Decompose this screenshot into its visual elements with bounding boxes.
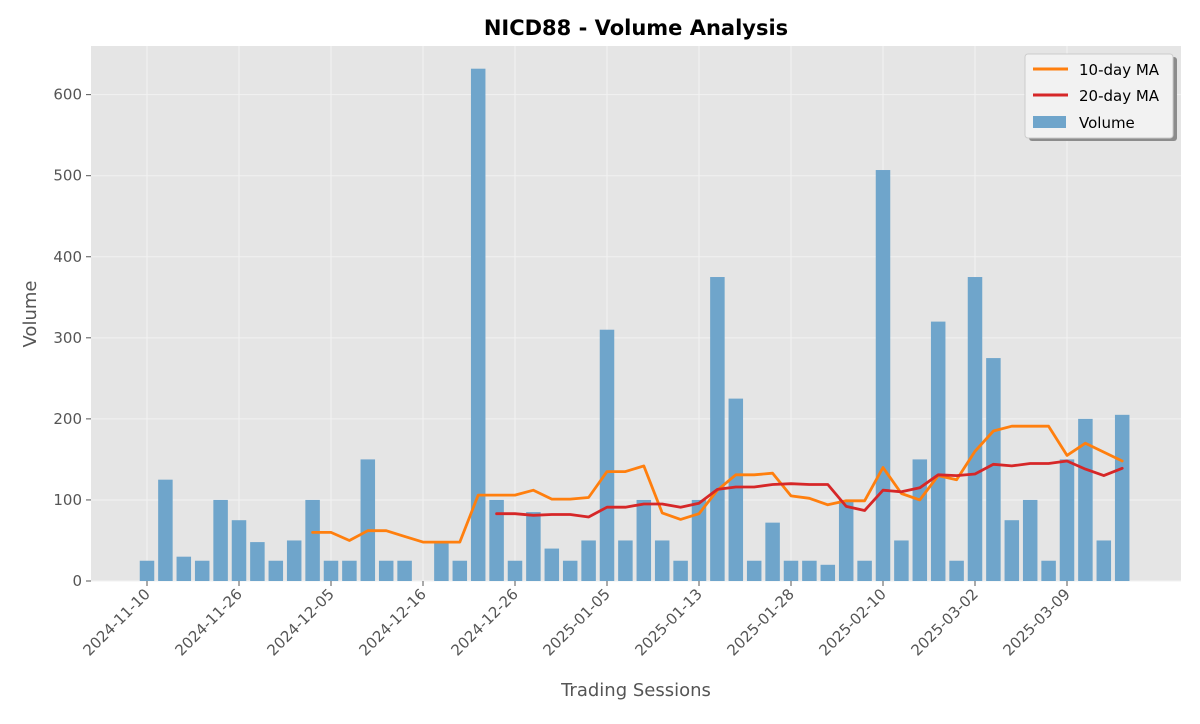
volume-bars: [139, 68, 1130, 582]
y-tick-label: 600: [53, 86, 82, 104]
volume-bar: [397, 560, 412, 581]
volume-bar: [360, 459, 376, 581]
volume-bar: [268, 560, 284, 581]
volume-bar: [802, 560, 817, 581]
volume-bar: [378, 560, 394, 581]
volume-bar: [158, 479, 173, 581]
volume-bar: [194, 560, 210, 581]
y-tick-label: 100: [53, 491, 82, 509]
legend-label-ma20: 20-day MA: [1079, 87, 1160, 105]
volume-bar: [507, 560, 523, 581]
volume-bar: [691, 499, 707, 581]
volume-bar: [654, 540, 670, 581]
volume-bar: [1078, 418, 1093, 581]
volume-bar: [581, 540, 596, 581]
volume-bar: [250, 542, 265, 581]
volume-bar: [544, 548, 560, 581]
x-tick-label: 2025-01-13: [631, 585, 705, 659]
volume-bar: [710, 277, 725, 581]
volume-bar: [562, 560, 578, 581]
legend-label-volume: Volume: [1079, 114, 1135, 132]
x-tick-label: 2025-01-28: [723, 585, 797, 659]
volume-bar: [323, 560, 339, 581]
volume-bar: [599, 329, 615, 581]
volume-bar: [912, 459, 928, 581]
volume-bar: [526, 512, 541, 581]
volume-bar: [286, 540, 302, 581]
volume-bar: [728, 398, 744, 581]
x-tick-label: 2025-03-09: [999, 585, 1073, 659]
volume-bar: [342, 560, 357, 581]
chart-title: NICD88 - Volume Analysis: [484, 16, 788, 40]
x-tick-label: 2024-11-26: [171, 585, 245, 659]
volume-bar: [434, 542, 449, 581]
volume-bar: [783, 560, 799, 581]
volume-bar: [986, 358, 1001, 581]
volume-bar: [765, 522, 780, 581]
volume-bar: [857, 560, 872, 581]
x-tick-label: 2024-11-10: [79, 585, 153, 659]
volume-bar: [875, 170, 891, 582]
volume-bar: [820, 564, 836, 581]
y-tick-label: 300: [53, 329, 82, 347]
volume-bar: [636, 499, 652, 581]
x-tick-label: 2024-12-26: [447, 585, 521, 659]
x-tick-label: 2024-12-05: [263, 585, 337, 659]
legend-label-ma10: 10-day MA: [1079, 61, 1160, 79]
volume-bar: [949, 560, 964, 581]
legend: 10-day MA 20-day MA Volume: [1024, 53, 1177, 141]
grid-lines: [91, 46, 1181, 582]
volume-bar: [305, 499, 320, 581]
plot-area: [91, 46, 1181, 581]
legend-swatch-volume: [1033, 116, 1066, 128]
ma20-line: [495, 459, 1124, 519]
volume-bar: [673, 560, 688, 581]
volume-bar: [618, 540, 633, 581]
volume-bar: [176, 556, 192, 581]
volume-bar: [1059, 459, 1075, 581]
x-axis: 2024-11-10 2024-11-26 2024-12-05 2024-12-16…: [79, 581, 1074, 659]
volume-bar: [894, 540, 909, 581]
y-tick-label: 0: [72, 572, 82, 590]
x-tick-label: 2024-12-16: [355, 585, 429, 659]
volume-bar: [967, 277, 983, 581]
volume-bar: [1041, 560, 1056, 581]
y-axis: 0 100 200 300 400 500 600: [53, 86, 91, 590]
x-tick-label: 2025-01-05: [539, 585, 613, 659]
volume-bar: [231, 520, 247, 581]
x-axis-title: Trading Sessions: [560, 680, 711, 701]
y-axis-title: Volume: [20, 281, 41, 348]
volume-bar: [1022, 499, 1038, 581]
y-tick-label: 400: [53, 248, 82, 266]
x-tick-label: 2025-03-02: [907, 585, 981, 659]
volume-bar: [930, 321, 946, 581]
volume-bar: [1004, 520, 1020, 581]
volume-bar: [470, 68, 486, 582]
volume-bar: [746, 560, 762, 581]
volume-bar: [213, 499, 228, 581]
volume-bar: [139, 560, 155, 581]
volume-bar: [489, 499, 504, 581]
y-tick-label: 500: [53, 167, 82, 185]
moving-average-lines: [311, 424, 1124, 544]
volume-bar: [838, 499, 854, 581]
volume-bar: [1114, 414, 1130, 581]
volume-bar: [1096, 540, 1112, 581]
x-tick-label: 2025-02-10: [815, 585, 889, 659]
y-tick-label: 200: [53, 410, 82, 428]
volume-bar: [452, 560, 468, 581]
